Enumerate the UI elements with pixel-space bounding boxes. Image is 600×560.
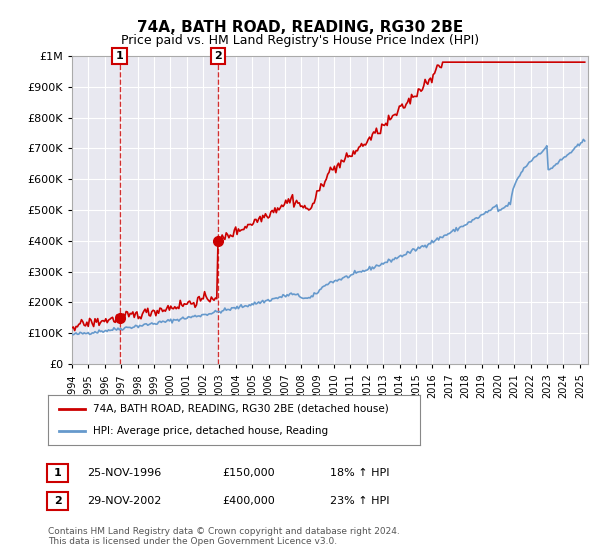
Text: £400,000: £400,000 [222, 496, 275, 506]
Text: 2: 2 [54, 496, 61, 506]
Text: 1: 1 [116, 51, 124, 61]
Text: HPI: Average price, detached house, Reading: HPI: Average price, detached house, Read… [92, 426, 328, 436]
Text: 74A, BATH ROAD, READING, RG30 2BE (detached house): 74A, BATH ROAD, READING, RG30 2BE (detac… [92, 404, 388, 414]
Text: 29-NOV-2002: 29-NOV-2002 [87, 496, 161, 506]
Text: £150,000: £150,000 [222, 468, 275, 478]
FancyBboxPatch shape [47, 464, 68, 482]
Text: Price paid vs. HM Land Registry's House Price Index (HPI): Price paid vs. HM Land Registry's House … [121, 34, 479, 46]
Text: Contains HM Land Registry data © Crown copyright and database right 2024.
This d: Contains HM Land Registry data © Crown c… [48, 526, 400, 546]
Text: 23% ↑ HPI: 23% ↑ HPI [330, 496, 389, 506]
FancyBboxPatch shape [47, 492, 68, 510]
Text: 1: 1 [54, 468, 61, 478]
Text: 18% ↑ HPI: 18% ↑ HPI [330, 468, 389, 478]
Text: 25-NOV-1996: 25-NOV-1996 [87, 468, 161, 478]
Text: 2: 2 [214, 51, 221, 61]
Text: 74A, BATH ROAD, READING, RG30 2BE: 74A, BATH ROAD, READING, RG30 2BE [137, 20, 463, 35]
